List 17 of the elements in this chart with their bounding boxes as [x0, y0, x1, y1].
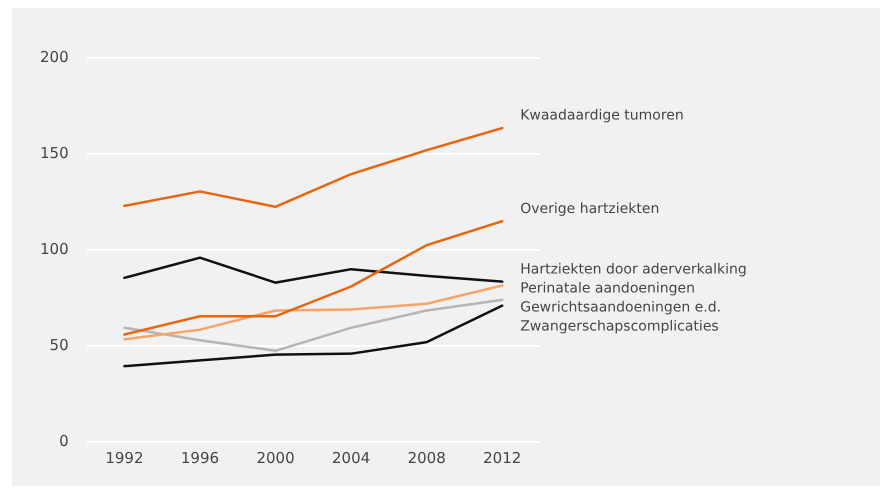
- x-tick-label: 1996: [180, 448, 220, 467]
- x-tick-label: 2012: [483, 448, 522, 467]
- series-label: Hartziekten door aderverkalking: [520, 261, 747, 278]
- series-label: Overige hartziekten: [520, 200, 660, 217]
- y-tick-label: 200: [40, 48, 69, 66]
- x-tick-label: 2008: [408, 448, 446, 467]
- series-label: Zwangerschapscomplicaties: [520, 318, 719, 334]
- series-label: Perinatale aandoeningen: [520, 280, 695, 296]
- y-tick-label: 0: [59, 432, 69, 450]
- y-tick-label: 100: [40, 240, 69, 258]
- y-tick-label: 50: [50, 336, 69, 354]
- x-tick-label: 2004: [332, 448, 370, 467]
- x-tick-label: 1992: [105, 448, 144, 467]
- x-tick-label: 2000: [256, 448, 295, 467]
- series-label: Kwaadaardige tumoren: [520, 108, 684, 124]
- series-label: Gewrichtsaandoeningen e.d.: [520, 299, 722, 316]
- y-tick-label: 150: [40, 144, 69, 162]
